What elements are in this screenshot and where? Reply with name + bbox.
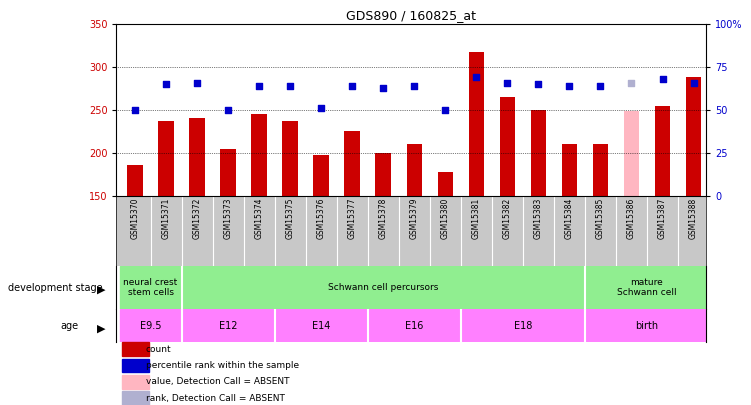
- Point: [470, 74, 482, 81]
- Text: ▶: ▶: [97, 324, 105, 334]
- Text: GSM15379: GSM15379: [410, 198, 419, 239]
- Text: rank, Detection Call = ABSENT: rank, Detection Call = ABSENT: [146, 394, 285, 403]
- Point: [315, 105, 327, 111]
- Bar: [182, 309, 275, 342]
- Text: value, Detection Call = ABSENT: value, Detection Call = ABSENT: [146, 377, 289, 386]
- Bar: [499, 97, 515, 196]
- Text: development stage: development stage: [8, 283, 102, 293]
- Text: age: age: [60, 321, 78, 330]
- Text: neural crest
stem cells: neural crest stem cells: [123, 278, 178, 297]
- Text: GSM15388: GSM15388: [689, 198, 698, 239]
- Bar: [313, 156, 329, 196]
- Bar: [406, 144, 422, 196]
- Bar: [655, 106, 670, 196]
- Text: count: count: [146, 345, 171, 354]
- Text: E16: E16: [405, 321, 424, 330]
- Text: ▶: ▶: [97, 285, 105, 295]
- Bar: [127, 165, 143, 196]
- Text: GSM15387: GSM15387: [658, 198, 667, 239]
- Point: [409, 83, 421, 89]
- Bar: [624, 111, 639, 196]
- FancyBboxPatch shape: [122, 358, 149, 372]
- Text: E12: E12: [219, 321, 237, 330]
- Point: [563, 83, 575, 89]
- Text: GSM15382: GSM15382: [503, 198, 512, 239]
- Bar: [282, 121, 298, 196]
- Bar: [182, 266, 585, 309]
- Text: GSM15385: GSM15385: [596, 198, 605, 239]
- Point: [160, 81, 172, 87]
- Point: [595, 83, 607, 89]
- Text: GSM15374: GSM15374: [255, 198, 264, 239]
- Bar: [686, 77, 701, 196]
- Text: GSM15381: GSM15381: [472, 198, 481, 239]
- Bar: [531, 110, 546, 196]
- Text: E18: E18: [514, 321, 532, 330]
- Bar: [469, 52, 484, 196]
- Text: GSM15383: GSM15383: [534, 198, 543, 239]
- Text: birth: birth: [635, 321, 659, 330]
- Text: GSM15384: GSM15384: [565, 198, 574, 239]
- Bar: [376, 153, 391, 196]
- Text: percentile rank within the sample: percentile rank within the sample: [146, 361, 299, 370]
- Point: [626, 79, 638, 86]
- Point: [222, 107, 234, 113]
- Text: GSM15371: GSM15371: [161, 198, 170, 239]
- Text: GSM15380: GSM15380: [441, 198, 450, 239]
- Text: GSM15375: GSM15375: [285, 198, 294, 239]
- Point: [191, 79, 203, 86]
- Bar: [119, 309, 182, 342]
- Bar: [562, 144, 578, 196]
- Bar: [252, 114, 267, 196]
- Text: GSM15372: GSM15372: [192, 198, 201, 239]
- Text: GSM15373: GSM15373: [224, 198, 233, 239]
- Bar: [220, 149, 236, 196]
- Point: [687, 79, 699, 86]
- Point: [346, 83, 358, 89]
- Bar: [461, 309, 585, 342]
- Text: mature
Schwann cell: mature Schwann cell: [617, 278, 677, 297]
- Bar: [345, 131, 360, 196]
- Point: [532, 81, 544, 87]
- Text: Schwann cell percursors: Schwann cell percursors: [328, 283, 439, 292]
- Text: GSM15370: GSM15370: [131, 198, 140, 239]
- Text: E9.5: E9.5: [140, 321, 161, 330]
- Point: [377, 85, 389, 91]
- Point: [656, 76, 668, 82]
- Text: GSM15386: GSM15386: [627, 198, 636, 239]
- Bar: [275, 309, 368, 342]
- Bar: [585, 309, 709, 342]
- Point: [439, 107, 451, 113]
- Bar: [119, 266, 182, 309]
- Text: E14: E14: [312, 321, 330, 330]
- Bar: [593, 144, 608, 196]
- Text: GSM15378: GSM15378: [379, 198, 388, 239]
- Bar: [585, 266, 709, 309]
- Text: GSM15377: GSM15377: [348, 198, 357, 239]
- Bar: [368, 309, 461, 342]
- Point: [253, 83, 265, 89]
- Point: [284, 83, 296, 89]
- FancyBboxPatch shape: [122, 342, 149, 356]
- Point: [502, 79, 514, 86]
- Bar: [438, 172, 453, 196]
- Bar: [189, 118, 205, 196]
- FancyBboxPatch shape: [122, 375, 149, 389]
- Title: GDS890 / 160825_at: GDS890 / 160825_at: [346, 9, 476, 22]
- Bar: [158, 121, 173, 196]
- Text: GSM15376: GSM15376: [317, 198, 326, 239]
- FancyBboxPatch shape: [122, 391, 149, 405]
- Point: [129, 107, 141, 113]
